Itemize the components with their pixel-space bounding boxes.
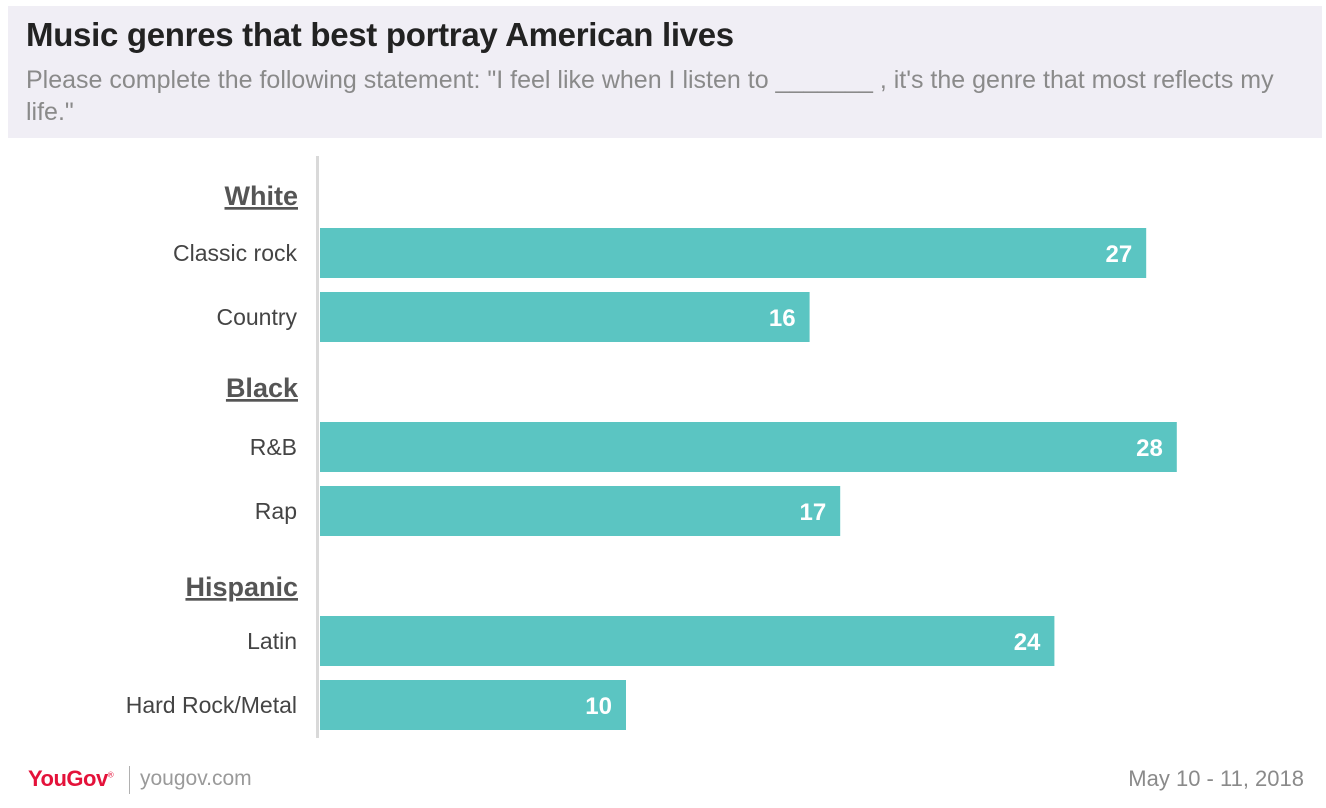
- bar: [320, 422, 1177, 472]
- bar: [320, 680, 626, 730]
- data-label: 10: [585, 693, 612, 720]
- data-label: 27: [1105, 241, 1132, 268]
- data-label: 28: [1136, 435, 1163, 462]
- brand-name: YouGov: [28, 766, 108, 791]
- bar: [320, 228, 1147, 278]
- y-axis-line: [316, 156, 319, 738]
- data-label: 17: [799, 499, 826, 526]
- category-label: Rap: [255, 498, 297, 524]
- survey-date: May 10 - 11, 2018: [1128, 766, 1304, 791]
- yougov-logo: YouGov®: [28, 766, 114, 791]
- category-label: R&B: [250, 434, 297, 460]
- category-label: Latin: [247, 628, 297, 654]
- bar: [320, 486, 841, 536]
- category-label: Hard Rock/Metal: [126, 692, 297, 718]
- chart-title: Music genres that best portray American …: [26, 16, 734, 53]
- header-panel: Music genres that best portray American …: [8, 6, 1322, 138]
- bar: [320, 292, 810, 342]
- bar: [320, 616, 1055, 666]
- data-label: 24: [1014, 629, 1041, 656]
- data-label: 16: [769, 305, 796, 332]
- chart-subtitle: Please complete the following statement:…: [26, 66, 1274, 126]
- group-header-white: White: [225, 181, 299, 211]
- footer-divider: [129, 766, 130, 794]
- source-url: yougov.com: [140, 767, 252, 790]
- category-label: Country: [216, 304, 297, 330]
- group-header-hispanic: Hispanic: [185, 572, 298, 602]
- group-header-black: Black: [226, 373, 299, 403]
- category-label: Classic rock: [173, 240, 297, 266]
